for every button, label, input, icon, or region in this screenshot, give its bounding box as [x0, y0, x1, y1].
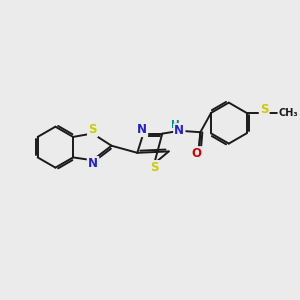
- Text: N: N: [88, 158, 98, 170]
- Text: H: H: [171, 119, 180, 130]
- Text: N: N: [137, 123, 147, 136]
- Text: N: N: [174, 124, 184, 137]
- Text: S: S: [260, 103, 268, 116]
- Text: N: N: [88, 158, 98, 170]
- Text: N: N: [137, 123, 147, 136]
- Text: S: S: [151, 161, 159, 174]
- Text: S: S: [88, 123, 97, 136]
- Text: S: S: [151, 161, 159, 174]
- Text: CH₃: CH₃: [279, 108, 298, 118]
- Text: S: S: [88, 123, 97, 136]
- Text: O: O: [192, 147, 202, 160]
